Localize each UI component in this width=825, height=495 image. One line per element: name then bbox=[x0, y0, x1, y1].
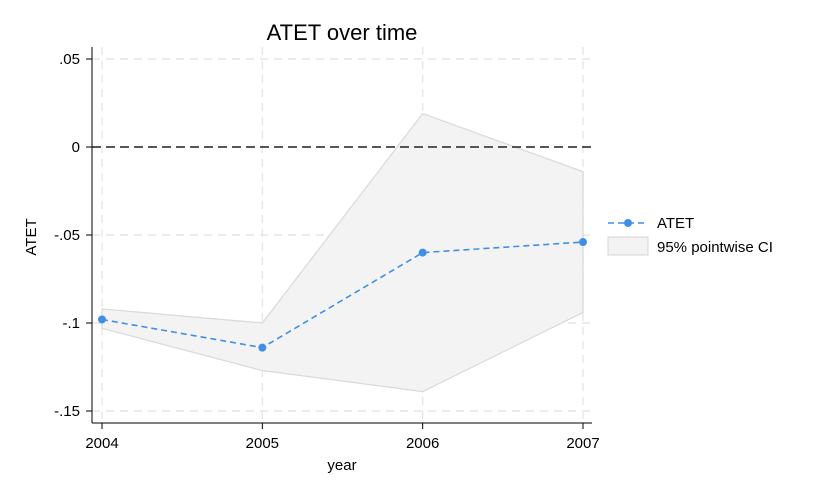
atet-point bbox=[579, 238, 587, 247]
legend-atet-marker bbox=[624, 219, 632, 227]
y-ticks: .05 0 -.05 -.1 -.15 bbox=[54, 51, 92, 420]
legend-ci-swatch bbox=[607, 236, 649, 256]
y-axis-title: ATET bbox=[23, 218, 40, 255]
legend-label-ci: 95% pointwise CI bbox=[657, 239, 773, 256]
y-tick-label: -.15 bbox=[54, 403, 80, 420]
atet-point bbox=[258, 343, 267, 352]
series-layer bbox=[98, 238, 587, 352]
x-ticks: 2004 2005 2006 2007 bbox=[85, 423, 600, 452]
x-tick-label: 2005 bbox=[246, 435, 279, 452]
atet-point bbox=[98, 315, 106, 324]
chart-title: ATET over time bbox=[267, 20, 418, 45]
ci-layer bbox=[101, 112, 584, 393]
atet-series-line bbox=[101, 241, 584, 349]
y-tick-label: -.1 bbox=[62, 315, 80, 332]
x-axis-title: year bbox=[327, 457, 356, 474]
atet-point bbox=[418, 248, 427, 257]
legend: ATET 95% pointwise CI bbox=[607, 215, 773, 256]
ci-band bbox=[101, 112, 584, 393]
legend-label-atet: ATET bbox=[657, 215, 694, 232]
x-tick-label: 2007 bbox=[566, 435, 599, 452]
x-tick-label: 2006 bbox=[406, 435, 439, 452]
y-tick-label: 0 bbox=[72, 139, 80, 156]
y-tick-label: -.05 bbox=[54, 227, 80, 244]
y-tick-label: .05 bbox=[59, 51, 80, 68]
x-tick-label: 2004 bbox=[85, 435, 118, 452]
